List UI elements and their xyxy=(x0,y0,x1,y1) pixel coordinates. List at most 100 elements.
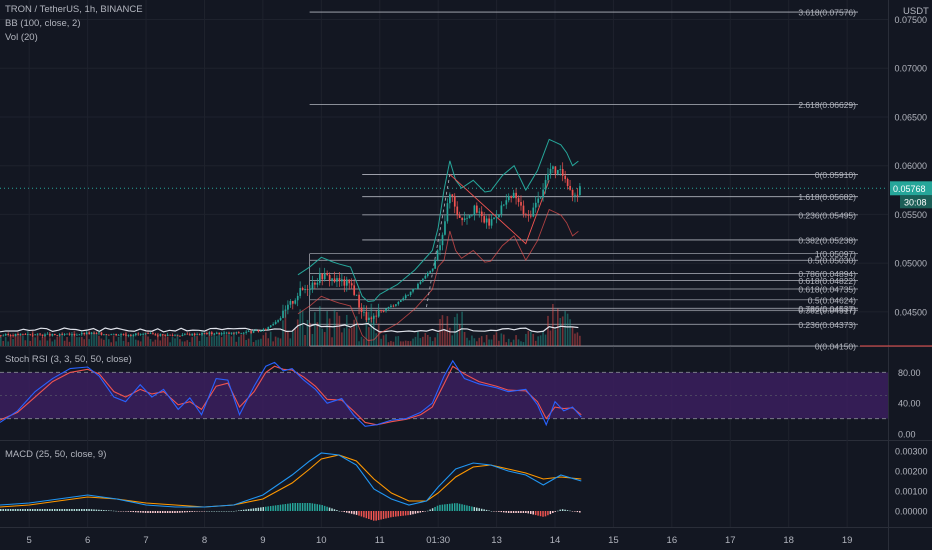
macd-histogram-bar xyxy=(130,511,132,512)
volume-bar xyxy=(534,340,537,346)
candle xyxy=(331,278,333,281)
volume-bar xyxy=(61,333,63,346)
macd-histogram-bar xyxy=(233,511,235,512)
candle xyxy=(272,324,275,326)
volume-bar xyxy=(304,334,306,346)
macd-histogram-bar xyxy=(211,511,213,512)
macd-histogram-bar xyxy=(534,511,537,516)
fib-label: 0.382(0.05238) xyxy=(798,235,856,245)
macd-histogram-bar xyxy=(282,504,284,511)
macd-histogram-bar xyxy=(137,511,139,513)
volume-bar xyxy=(117,336,120,346)
volume-bar xyxy=(218,334,220,346)
volume-bar xyxy=(323,332,326,346)
candle xyxy=(169,334,172,336)
macd-histogram-bar xyxy=(424,511,426,512)
candle xyxy=(529,215,532,217)
macd-histogram-bar xyxy=(208,511,211,512)
macd-histogram-bar xyxy=(304,503,306,511)
candle xyxy=(446,203,449,222)
volume-bar xyxy=(19,334,22,346)
volume-bar xyxy=(147,336,149,346)
macd-histogram-bar xyxy=(260,507,262,511)
macd-histogram-bar xyxy=(154,511,157,513)
macd-histogram-bar xyxy=(78,509,81,511)
volume-bar xyxy=(228,333,230,346)
candle xyxy=(107,334,110,336)
candle xyxy=(44,334,46,336)
candle xyxy=(125,334,127,336)
macd-histogram-bar xyxy=(257,507,260,511)
volume-bar xyxy=(112,335,115,346)
macd-histogram-bar xyxy=(446,504,449,511)
volume-bar xyxy=(206,336,208,346)
macd-histogram-bar xyxy=(471,506,473,511)
volume-bar xyxy=(279,338,282,346)
macd-histogram-bar xyxy=(112,510,115,512)
macd-histogram-bar xyxy=(566,510,569,511)
macd-histogram-bar xyxy=(2,509,4,511)
candle xyxy=(287,304,289,310)
macd-histogram-bar xyxy=(196,511,198,512)
projection-line xyxy=(426,174,451,308)
candle xyxy=(574,194,576,196)
macd-histogram-bar xyxy=(144,511,147,513)
macd-histogram-bar xyxy=(574,511,576,512)
candle xyxy=(326,273,329,275)
volume-bar xyxy=(515,335,517,346)
volume-bar xyxy=(397,336,400,346)
candle xyxy=(193,333,196,336)
candle xyxy=(14,333,17,337)
candle xyxy=(142,333,145,335)
volume-bar xyxy=(564,311,566,346)
macd-histogram-bar xyxy=(287,503,289,511)
volume-bar xyxy=(395,336,397,346)
macd-histogram-bar xyxy=(542,511,544,517)
candle xyxy=(240,332,243,334)
volume-bar xyxy=(345,314,348,346)
volume-bar xyxy=(110,342,113,346)
macd-histogram-bar xyxy=(53,509,56,511)
price-badge-bg xyxy=(890,181,932,196)
candle xyxy=(206,333,208,335)
macd-histogram-bar xyxy=(294,503,296,511)
volume-bar xyxy=(71,334,73,346)
candle xyxy=(449,194,451,204)
volume-bar xyxy=(154,339,157,346)
candle xyxy=(144,333,147,335)
candle xyxy=(0,335,2,337)
volume-bar xyxy=(490,339,493,346)
macd-histogram-bar xyxy=(24,509,27,511)
candle xyxy=(66,333,68,335)
macd-histogram-bar xyxy=(269,506,272,511)
candle xyxy=(274,321,277,325)
time-tick: 17 xyxy=(725,535,736,546)
candle xyxy=(110,334,113,336)
candle xyxy=(436,250,439,260)
macd-histogram-bar xyxy=(355,511,358,515)
volume-bar xyxy=(83,339,86,346)
macd-histogram-bar xyxy=(559,509,561,511)
macd-histogram-bar xyxy=(539,511,542,517)
macd-histogram-bar xyxy=(480,508,483,511)
macd-histogram-bar xyxy=(549,511,552,515)
macd-histogram-bar xyxy=(49,509,51,511)
macd-histogram-bar xyxy=(242,509,245,511)
volume-bar xyxy=(456,313,458,346)
candle xyxy=(220,333,223,335)
macd-histogram-bar xyxy=(274,505,277,511)
macd-histogram-bar xyxy=(29,509,31,511)
macd-histogram-bar xyxy=(61,509,63,511)
macd-histogram-bar xyxy=(426,510,429,512)
volume-bar xyxy=(471,335,473,346)
volume-bar xyxy=(198,340,201,346)
price-tick: 0.06500 xyxy=(894,112,927,122)
candle xyxy=(257,330,260,332)
volume-bar xyxy=(29,340,32,346)
volume-bar xyxy=(179,339,181,346)
candle xyxy=(520,202,522,206)
macd-histogram-bar xyxy=(414,511,417,514)
macd-histogram-bar xyxy=(576,511,579,513)
volume-bar xyxy=(166,336,169,346)
